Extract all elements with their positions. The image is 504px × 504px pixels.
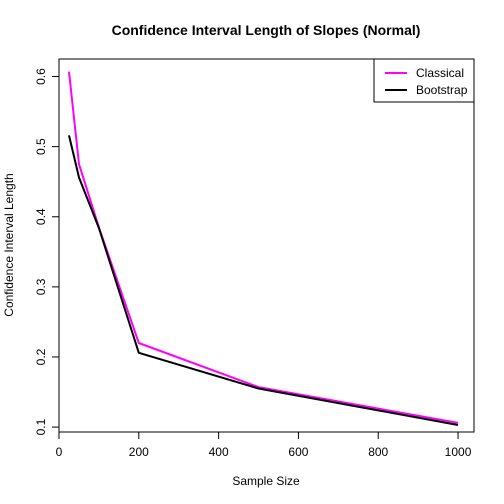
y-axis: 0.1 0.2 0.3 0.4 0.5 0.6 xyxy=(34,68,60,435)
x-axis-label: Sample Size xyxy=(232,474,300,488)
y-tick-label-5: 0.6 xyxy=(34,68,48,85)
series-line-bootstrap xyxy=(68,135,459,426)
legend-label-classical: Classical xyxy=(416,66,464,80)
y-tick-label-1: 0.2 xyxy=(34,348,48,365)
series-line-classical xyxy=(68,71,459,424)
x-axis: 0 200 400 600 800 1000 xyxy=(56,431,472,459)
x-tick-label-600: 600 xyxy=(288,445,308,459)
y-tick-label-4: 0.5 xyxy=(34,138,48,155)
x-tick-label-0: 0 xyxy=(56,445,63,459)
x-tick-label-400: 400 xyxy=(209,445,229,459)
series-lines xyxy=(68,71,459,426)
chart-title: Confidence Interval Length of Slopes (No… xyxy=(112,22,421,38)
x-tick-label-1000: 1000 xyxy=(445,445,472,459)
x-tick-label-800: 800 xyxy=(368,445,388,459)
legend: Classical Bootstrap xyxy=(373,58,475,103)
x-tick-label-200: 200 xyxy=(129,445,149,459)
legend-label-bootstrap: Bootstrap xyxy=(416,83,468,97)
y-tick-label-0: 0.1 xyxy=(34,418,48,435)
y-axis-label: Confidence Interval Length xyxy=(2,173,16,316)
y-tick-label-3: 0.4 xyxy=(34,208,48,225)
y-tick-label-2: 0.3 xyxy=(34,278,48,295)
legend-box xyxy=(373,58,475,103)
